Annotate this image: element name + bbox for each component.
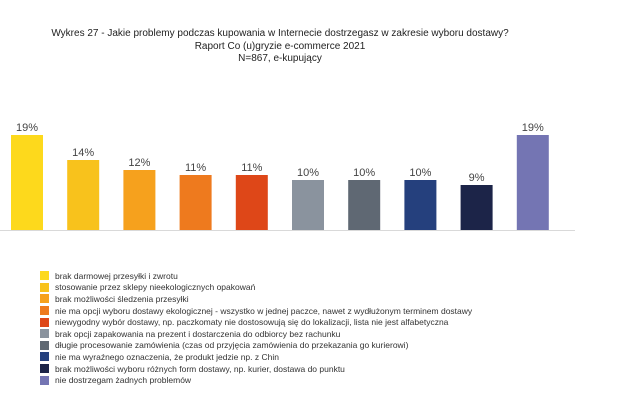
bar-3	[123, 170, 156, 230]
legend-swatch	[40, 271, 49, 281]
bar-10	[516, 135, 549, 230]
legend-label: brak opcji zapakowania na prezent i dost…	[55, 328, 341, 339]
bar-value-label-9: 9%	[469, 172, 485, 184]
legend-swatch	[40, 364, 49, 374]
legend-label: nie dostrzegam żadnych problemów	[55, 375, 192, 386]
legend-item: brak możliwości śledzenia przesyłki	[40, 293, 472, 305]
chart-legend: brak darmowej przesyłki i zwrotu stosowan…	[40, 270, 472, 386]
legend-swatch	[40, 306, 49, 316]
legend-swatch	[40, 375, 49, 385]
legend-swatch	[40, 329, 49, 339]
bar-value-label-6: 10%	[297, 167, 319, 179]
bar-2	[67, 160, 100, 230]
legend-item: stosowanie przez sklepy nieekologicznych…	[40, 282, 472, 294]
legend-label: brak możliwości śledzenia przesyłki	[55, 293, 189, 304]
bar-8	[404, 180, 437, 230]
legend-item: brak darmowej przesyłki i zwrotu	[40, 270, 472, 282]
legend-item: brak opcji zapakowania na prezent i dost…	[40, 328, 472, 340]
legend-item: długie procesowanie zamówienia (czas od …	[40, 340, 472, 352]
bar-value-label-2: 14%	[72, 147, 94, 159]
bar-value-label-4: 11%	[185, 162, 206, 174]
legend-label: nie ma wyraźnego oznaczenia, że produkt …	[55, 351, 279, 362]
legend-swatch	[40, 317, 49, 327]
legend-item: brak możliwości wyboru różnych form dost…	[40, 363, 472, 375]
bar-value-label-8: 10%	[409, 167, 431, 179]
bar-9	[460, 185, 493, 230]
chart-title-block: Wykres 27 - Jakie problemy podczas kupow…	[0, 28, 560, 66]
legend-label: długie procesowanie zamówienia (czas od …	[55, 340, 409, 351]
legend-item: nie ma wyraźnego oznaczenia, że produkt …	[40, 351, 472, 363]
legend-item: nie dostrzegam żadnych problemów	[40, 374, 472, 386]
bar-value-label-5: 11%	[241, 162, 262, 174]
legend-label: brak darmowej przesyłki i zwrotu	[55, 270, 178, 281]
legend-label: brak możliwości wyboru różnych form dost…	[55, 363, 345, 374]
legend-item: niewygodny wybór dostawy, np. paczkomaty…	[40, 316, 472, 328]
chart-title: Wykres 27 - Jakie problemy podczas kupow…	[51, 28, 509, 39]
bar-value-label-10: 19%	[522, 122, 544, 134]
bar-value-label-7: 10%	[353, 167, 375, 179]
legend-label: nie ma opcji wyboru dostawy ekologicznej…	[55, 305, 473, 316]
legend-swatch	[40, 294, 49, 304]
bar-4	[179, 175, 212, 230]
legend-item: nie ma opcji wyboru dostawy ekologicznej…	[40, 305, 472, 317]
bar-7	[348, 180, 381, 230]
bar-1	[11, 135, 43, 230]
chart-sample-note: N=867, e-kupujący	[238, 53, 322, 64]
bar-6	[292, 180, 324, 230]
legend-swatch	[40, 340, 49, 350]
bar-chart: 19% 14% 12% 11% 11% 10% 10% 10% 9% 19%	[0, 122, 575, 231]
legend-swatch	[40, 282, 49, 292]
chart-subtitle: Raport Co (u)gryzie e-commerce 2021	[194, 40, 366, 52]
bar-value-label-3: 12%	[128, 157, 150, 169]
legend-label: niewygodny wybór dostawy, np. paczkomaty…	[55, 317, 449, 328]
legend-label: stosowanie przez sklepy nieekologicznych…	[55, 282, 256, 293]
legend-swatch	[40, 352, 49, 362]
bar-value-label-1: 19%	[16, 122, 38, 134]
bar-5	[235, 175, 268, 230]
